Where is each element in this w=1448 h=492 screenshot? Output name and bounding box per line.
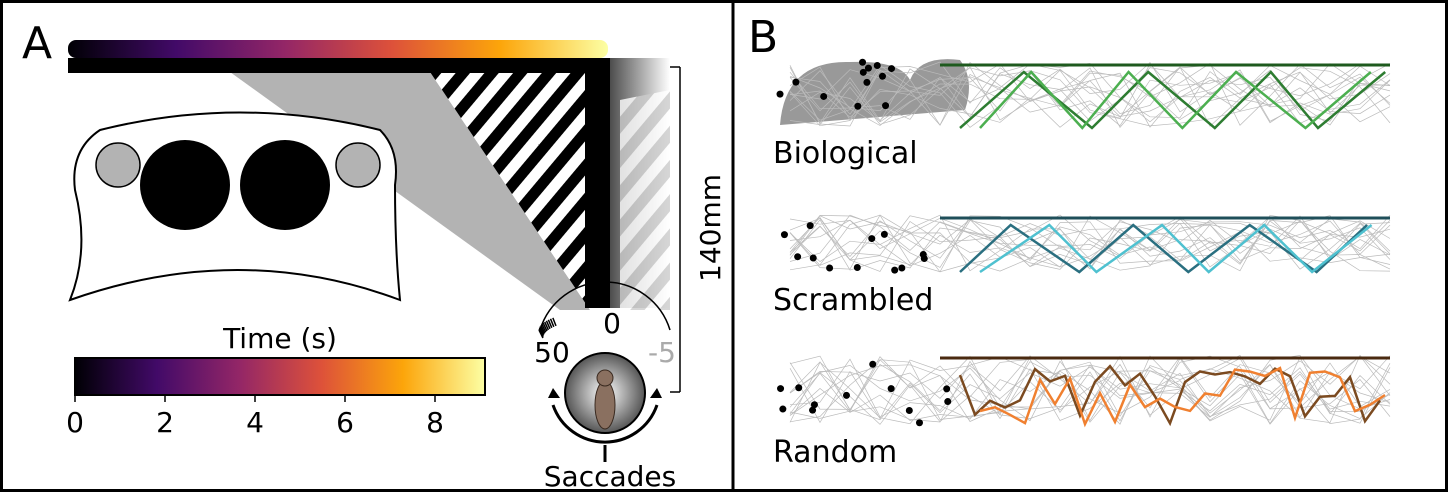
dial-label: 50 [534,336,570,369]
colorbar-tick-label: 8 [426,406,444,439]
colorbar [75,358,485,395]
start-dot [898,264,905,271]
start-dot [820,93,827,100]
figure: A Time (s) 02468 140mm 0 50 -5 Saccades … [0,0,1448,492]
start-dot [943,385,950,392]
start-dot [888,65,895,72]
arrow-head [548,388,560,398]
top-bar [68,58,610,73]
start-dot [826,265,833,272]
condition-label: Biological [773,136,918,171]
lateral-eye [96,143,140,187]
start-dot [869,361,876,368]
time-bar [68,40,608,58]
start-dot [863,79,870,86]
condition-label: Random [773,435,897,470]
start-dot [906,407,913,414]
start-dot [854,103,861,110]
start-dot [792,79,799,86]
spider-icon [597,370,613,386]
start-dot [874,62,881,69]
lateral-eye [336,143,380,187]
dial-label: -5 [648,336,676,369]
start-dot [882,102,889,109]
spider-head [70,113,400,301]
condition-label: Scrambled [773,283,933,318]
stripe-field-light [620,90,670,310]
start-dot [859,59,866,66]
start-dot [944,398,951,405]
colorbar-tick-label: 2 [156,406,174,439]
start-dot [854,264,861,271]
vertical-bar [585,58,610,308]
start-dot [779,406,786,413]
colorbar-tick-label: 6 [336,406,354,439]
dial-label: 0 [603,307,621,340]
start-dot [811,401,818,408]
panel-label: B [748,12,778,63]
start-dot [891,267,898,274]
colorbar-tick-label: 4 [246,406,264,439]
scale-label: 140mm [694,174,727,282]
start-dot [843,392,850,399]
panel-label: A [22,18,52,69]
start-dot [777,91,784,98]
start-dot [794,253,801,260]
start-dot [916,419,923,426]
caption: Saccades [544,460,676,492]
start-dot [807,222,814,229]
start-dot [795,384,802,391]
start-dot [868,235,875,242]
principal-eye [140,140,230,230]
start-dot [810,255,817,262]
start-dot [888,385,895,392]
start-dot [879,73,886,80]
spider-icon [595,381,615,429]
start-dot [777,385,784,392]
start-dot [920,251,927,258]
start-dot [865,65,872,72]
principal-eye [240,140,330,230]
arrow-head [650,388,662,398]
start-dot [781,231,788,238]
colorbar-tick-label: 0 [66,406,84,439]
colorbar-title: Time (s) [222,322,337,355]
start-dot [881,231,888,238]
colorbar-ticks: 0 2 4 6 8 [66,395,444,439]
